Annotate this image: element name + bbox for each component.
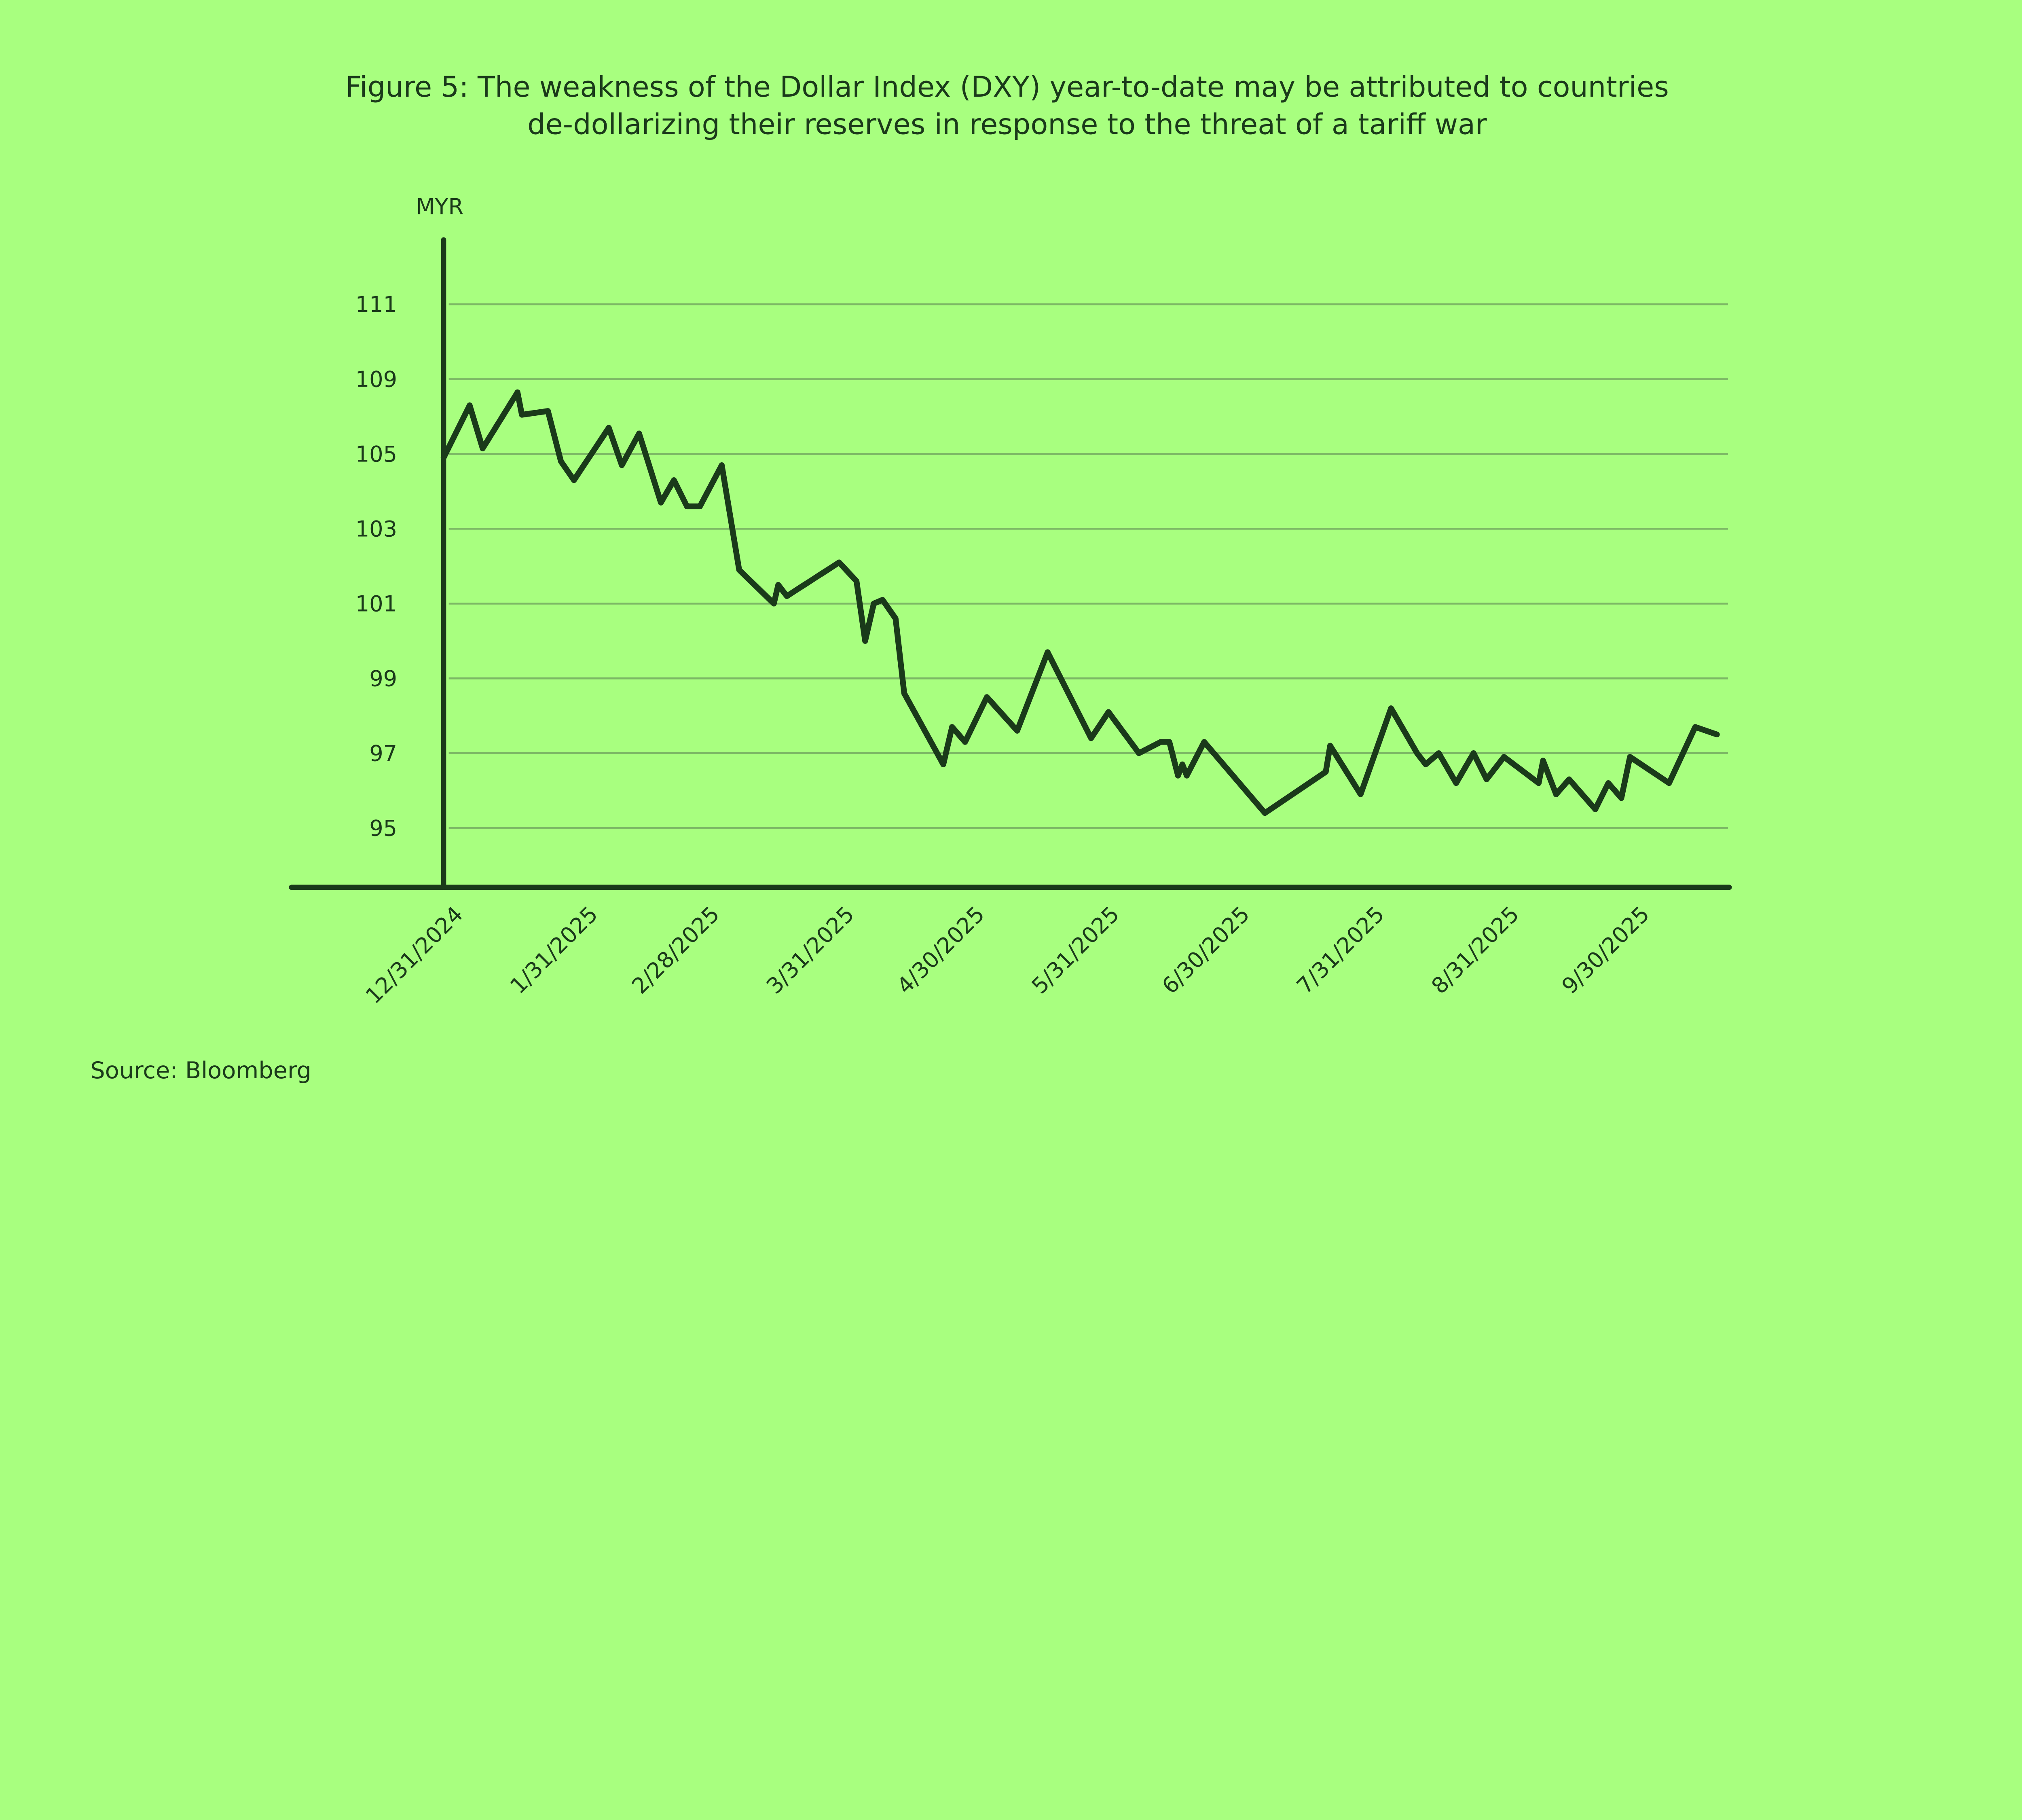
y-tick-labels: 95 97 99 101 103 105 109 111: [355, 292, 397, 841]
gridlines: [448, 303, 1728, 829]
data-point: [839, 562, 840, 563]
data-point: [517, 392, 518, 393]
dxy-line-chart: Figure 5: The weakness of the Dollar Ind…: [0, 0, 2022, 1138]
data-points: [443, 392, 1717, 813]
y-tick-label: 111: [355, 292, 397, 317]
data-point: [904, 693, 905, 694]
source-note: Source: Bloomberg: [90, 1057, 311, 1084]
chart-background: [0, 0, 2022, 1138]
data-point: [482, 448, 483, 449]
y-tick-label: 109: [355, 367, 397, 392]
data-point: [1360, 794, 1361, 795]
chart-title-line-1: Figure 5: The weakness of the Dollar Ind…: [345, 70, 1669, 104]
y-axis-unit-label: MYR: [416, 194, 464, 219]
y-tick-label: 101: [355, 591, 397, 616]
chart-title-line-2: de-dollarizing their reserves in respons…: [527, 108, 1487, 141]
y-tick-label: 105: [355, 442, 397, 467]
data-point: [1556, 794, 1557, 795]
y-tick-label: 97: [369, 741, 397, 766]
y-tick-label: 99: [369, 666, 397, 691]
y-tick-label: 95: [369, 815, 397, 841]
data-point: [721, 465, 722, 466]
data-point: [895, 618, 896, 619]
y-tick-label: 103: [355, 516, 397, 542]
